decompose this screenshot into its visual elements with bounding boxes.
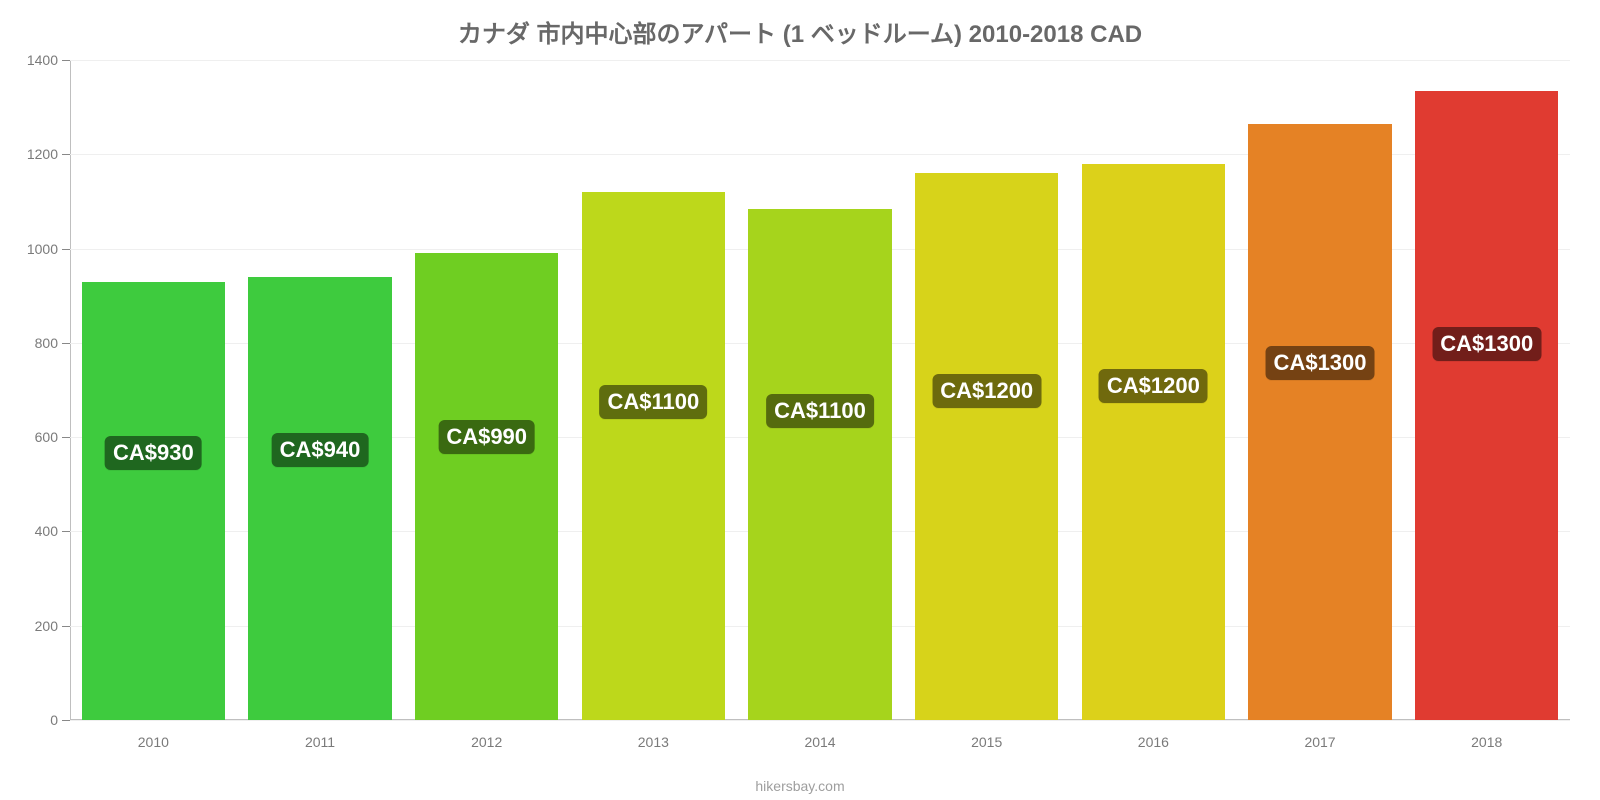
bar xyxy=(248,277,391,720)
bar xyxy=(1248,124,1391,720)
y-tick-label: 1400 xyxy=(27,52,58,68)
x-tick-label: 2012 xyxy=(471,734,502,750)
bar-value-label: CA$930 xyxy=(105,436,202,470)
y-tick xyxy=(62,437,70,438)
bar-value-label: CA$1200 xyxy=(932,374,1041,408)
y-gridline xyxy=(70,720,1570,721)
y-tick-label: 200 xyxy=(35,618,58,634)
y-tick-label: 600 xyxy=(35,429,58,445)
bar-value-label: CA$1100 xyxy=(599,385,707,419)
x-tick-label: 2010 xyxy=(138,734,169,750)
bar-slot: CA$9902012 xyxy=(403,60,570,720)
y-tick-label: 400 xyxy=(35,523,58,539)
bar-value-label: CA$1300 xyxy=(1266,346,1375,380)
bar xyxy=(748,209,891,721)
chart-container: カナダ 市内中心部のアパート (1 ベッドルーム) 2010-2018 CAD … xyxy=(0,0,1600,800)
y-tick-label: 0 xyxy=(50,712,58,728)
y-tick-label: 800 xyxy=(35,335,58,351)
bar xyxy=(582,192,725,720)
y-tick-label: 1000 xyxy=(27,241,58,257)
x-tick-label: 2014 xyxy=(804,734,835,750)
bar xyxy=(82,282,225,720)
bar-slot: CA$11002014 xyxy=(737,60,904,720)
y-tick xyxy=(62,60,70,61)
bar-slot: CA$12002015 xyxy=(903,60,1070,720)
x-tick-label: 2013 xyxy=(638,734,669,750)
bar-slot: CA$13002018 xyxy=(1403,60,1570,720)
y-tick xyxy=(62,249,70,250)
x-tick-label: 2011 xyxy=(305,734,335,750)
bar-slot: CA$11002013 xyxy=(570,60,737,720)
x-tick-label: 2017 xyxy=(1304,734,1335,750)
bar xyxy=(915,173,1058,720)
bar-slot: CA$13002017 xyxy=(1237,60,1404,720)
bar-value-label: CA$940 xyxy=(272,433,369,467)
y-tick-label: 1200 xyxy=(27,146,58,162)
bar-value-label: CA$1100 xyxy=(766,394,874,428)
bar-slot: CA$9302010 xyxy=(70,60,237,720)
y-tick xyxy=(62,154,70,155)
chart-title: カナダ 市内中心部のアパート (1 ベッドルーム) 2010-2018 CAD xyxy=(0,0,1600,49)
attribution-text: hikersbay.com xyxy=(755,778,844,794)
x-tick-label: 2018 xyxy=(1471,734,1502,750)
bar-value-label: CA$1200 xyxy=(1099,369,1208,403)
bar xyxy=(415,253,558,720)
bars-group: CA$9302010CA$9402011CA$9902012CA$1100201… xyxy=(70,60,1570,720)
y-tick xyxy=(62,343,70,344)
x-tick-label: 2016 xyxy=(1138,734,1169,750)
y-tick xyxy=(62,626,70,627)
plot-area: 0200400600800100012001400 CA$9302010CA$9… xyxy=(70,60,1570,720)
y-tick xyxy=(62,720,70,721)
bar-value-label: CA$1300 xyxy=(1432,327,1541,361)
bar xyxy=(1415,91,1558,720)
bar xyxy=(1082,164,1225,720)
y-tick xyxy=(62,531,70,532)
bar-value-label: CA$990 xyxy=(438,420,535,454)
bar-slot: CA$12002016 xyxy=(1070,60,1237,720)
x-tick-label: 2015 xyxy=(971,734,1002,750)
bar-slot: CA$9402011 xyxy=(237,60,404,720)
